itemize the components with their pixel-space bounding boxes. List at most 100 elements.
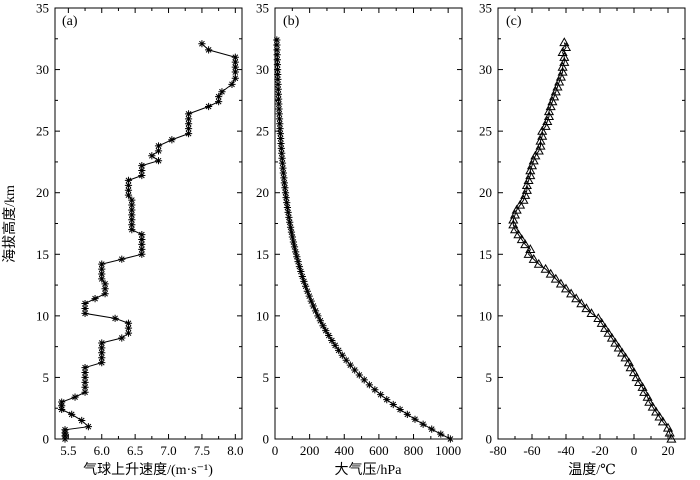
data-point <box>128 201 136 209</box>
data-point <box>290 243 299 251</box>
x-tick-label: -80 <box>489 443 506 458</box>
data-point <box>557 61 568 71</box>
data-point <box>566 288 577 298</box>
data-point <box>319 322 327 330</box>
data-point <box>111 314 119 322</box>
data-point <box>530 150 541 160</box>
data-point <box>287 228 296 236</box>
data-point <box>101 290 109 298</box>
data-point <box>279 164 287 172</box>
data-point <box>78 416 86 425</box>
data-point <box>525 170 536 180</box>
data-point <box>625 362 636 372</box>
data-point <box>411 415 419 423</box>
data-point <box>275 115 284 123</box>
x-axis-label: 温度/℃ <box>568 462 616 478</box>
y-tick-label: 5 <box>263 370 270 385</box>
data-point <box>138 230 146 239</box>
data-point <box>81 378 89 386</box>
data-point <box>292 248 300 256</box>
x-tick-label: 20 <box>662 443 675 458</box>
data-point <box>335 346 343 354</box>
data-point <box>184 130 193 138</box>
data-point <box>383 395 391 404</box>
data-point <box>351 366 359 374</box>
data-point <box>98 260 106 268</box>
data-point <box>124 324 133 332</box>
data-point <box>545 101 556 111</box>
data-point <box>231 58 239 66</box>
data-point <box>84 423 92 431</box>
data-point <box>205 46 213 54</box>
data-point <box>68 410 76 418</box>
data-point <box>571 293 582 303</box>
x-tick-label: 8.0 <box>227 443 243 458</box>
y-tick-label: 5 <box>43 370 50 385</box>
y-tick-label: 35 <box>479 1 492 16</box>
data-point <box>138 162 146 170</box>
data-point <box>228 80 236 88</box>
data-point <box>535 140 546 150</box>
y-tick-label: 30 <box>479 62 492 77</box>
data-point <box>98 339 106 347</box>
data-point <box>543 106 555 116</box>
y-tick-label: 30 <box>256 62 269 77</box>
data-point <box>277 144 285 152</box>
data-point <box>331 341 339 350</box>
data-point <box>437 430 445 438</box>
data-point <box>273 51 281 59</box>
x-tick-label: 200 <box>300 443 320 458</box>
data-point <box>543 111 555 121</box>
data-point <box>325 331 333 340</box>
data-point <box>98 349 106 357</box>
data-point <box>631 372 642 382</box>
data-point <box>593 313 604 322</box>
panel-label: (b) <box>283 14 300 29</box>
data-point <box>509 224 521 234</box>
panel-c: (c) 温度/℃ 0 5 10 15 20 25 30 35 -80 -60 -40 -20 0 20 <box>479 1 686 478</box>
data-point <box>124 176 133 184</box>
data-point <box>518 194 529 204</box>
data-point <box>328 336 336 345</box>
data-point <box>288 233 297 241</box>
data-point <box>128 196 136 204</box>
data-point <box>138 245 146 253</box>
data-point <box>603 327 614 337</box>
data-point <box>300 277 308 285</box>
data-point <box>280 179 288 187</box>
data-point <box>309 302 317 310</box>
plot-area <box>508 37 677 443</box>
data-point <box>278 154 286 162</box>
data-point <box>559 37 570 47</box>
data-point <box>535 135 546 145</box>
data-point <box>557 47 568 56</box>
data-point <box>523 175 534 185</box>
data-point <box>279 169 287 177</box>
data-point <box>231 74 239 82</box>
data-point <box>98 359 106 367</box>
data-point <box>274 85 282 93</box>
data-point <box>273 61 282 69</box>
data-point <box>138 235 146 244</box>
data-point <box>128 221 136 229</box>
data-point <box>576 298 587 308</box>
data-point <box>298 272 306 281</box>
x-tick-label: 0 <box>631 443 638 458</box>
data-point <box>560 283 572 293</box>
data-point <box>346 361 354 369</box>
data-point <box>81 373 89 382</box>
data-point <box>542 116 553 125</box>
data-point <box>274 75 282 84</box>
y-tick-label: 15 <box>256 247 269 262</box>
data-point <box>286 223 295 231</box>
data-point <box>184 110 193 118</box>
data-point <box>516 234 527 244</box>
data-point <box>184 120 193 128</box>
y-tick-label: 10 <box>479 308 492 323</box>
x-tick-label: 0 <box>272 443 279 458</box>
data-point <box>294 258 302 266</box>
y-tick-label: 20 <box>479 185 492 200</box>
data-point <box>644 396 655 406</box>
data-point <box>540 121 551 130</box>
data-point <box>513 229 524 239</box>
